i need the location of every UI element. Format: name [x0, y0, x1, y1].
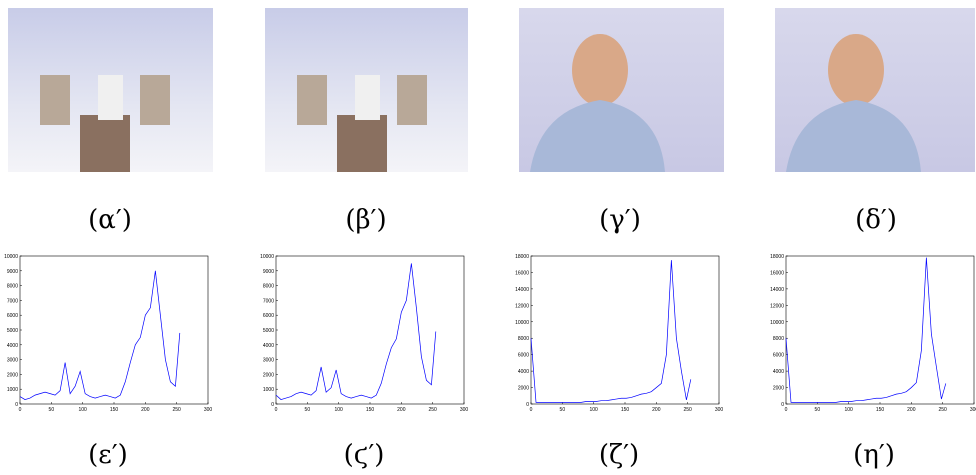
x-tick-label: 250	[172, 407, 181, 413]
y-tick-label: 4000	[773, 369, 784, 375]
photo	[775, 8, 975, 172]
y-tick-label: 8000	[7, 284, 18, 290]
y-tick-label: 3000	[7, 358, 18, 364]
x-tick-label: 50	[815, 407, 821, 413]
y-tick-label: 5000	[263, 328, 274, 334]
y-tick-label: 1000	[7, 387, 18, 393]
x-tick-label: 300	[204, 407, 213, 413]
y-tick-label: 10000	[4, 254, 18, 260]
photo	[8, 8, 213, 172]
y-tick-label: 9000	[263, 269, 274, 275]
x-tick-label: 300	[715, 407, 724, 413]
x-tick-label: 50	[560, 407, 566, 413]
x-tick-label: 200	[141, 407, 150, 413]
x-tick-label: 150	[366, 407, 375, 413]
plot-frame	[785, 255, 975, 405]
y-tick-label: 6000	[263, 313, 274, 319]
y-tick-label: 3000	[263, 358, 274, 364]
y-tick-label: 16000	[770, 270, 784, 276]
y-tick-label: 6000	[518, 353, 529, 359]
y-tick-label: 10000	[770, 320, 784, 326]
x-tick-label: 150	[621, 407, 630, 413]
x-tick-label: 50	[305, 407, 311, 413]
plot-frame	[19, 255, 209, 405]
y-tick-label: 7000	[263, 298, 274, 304]
y-tick-label: 14000	[770, 287, 784, 293]
photo	[265, 8, 468, 172]
x-tick-label: 150	[876, 407, 885, 413]
plot-frame	[530, 255, 720, 405]
y-tick-label: 0	[271, 402, 274, 408]
x-tick-label: 0	[19, 407, 22, 413]
caption: (ε′)	[88, 440, 128, 470]
y-tick-label: 0	[15, 402, 18, 408]
y-tick-label: 0	[526, 402, 529, 408]
y-tick-label: 16000	[515, 270, 529, 276]
x-tick-label: 200	[397, 407, 406, 413]
y-tick-label: 10000	[260, 254, 274, 260]
y-tick-label: 2000	[773, 386, 784, 392]
y-tick-label: 8000	[518, 336, 529, 342]
y-tick-label: 6000	[773, 353, 784, 359]
y-tick-label: 7000	[7, 298, 18, 304]
x-tick-label: 250	[683, 407, 692, 413]
caption: (β′)	[345, 205, 386, 235]
x-tick-label: 250	[938, 407, 947, 413]
x-tick-label: 300	[460, 407, 469, 413]
y-tick-label: 6000	[7, 313, 18, 319]
y-tick-label: 8000	[773, 336, 784, 342]
x-tick-label: 150	[110, 407, 119, 413]
plot-frame	[275, 255, 465, 405]
x-tick-label: 100	[844, 407, 853, 413]
y-tick-label: 9000	[7, 269, 18, 275]
y-tick-label: 0	[781, 402, 784, 408]
caption: (α′)	[88, 205, 132, 235]
y-tick-label: 12000	[515, 303, 529, 309]
caption: (δ′)	[855, 205, 897, 235]
y-tick-label: 14000	[515, 287, 529, 293]
y-tick-label: 2000	[518, 386, 529, 392]
data-line	[785, 257, 947, 403]
x-tick-label: 200	[907, 407, 916, 413]
y-tick-label: 12000	[770, 303, 784, 309]
x-tick-label: 0	[785, 407, 788, 413]
x-tick-label: 50	[49, 407, 55, 413]
y-tick-label: 4000	[263, 343, 274, 349]
y-tick-label: 4000	[7, 343, 18, 349]
y-tick-label: 2000	[263, 372, 274, 378]
x-tick-label: 250	[428, 407, 437, 413]
x-tick-label: 0	[275, 407, 278, 413]
x-tick-label: 300	[970, 407, 976, 413]
y-tick-label: 2000	[7, 372, 18, 378]
x-tick-label: 100	[334, 407, 343, 413]
caption: (η′)	[853, 440, 895, 470]
x-tick-label: 100	[589, 407, 598, 413]
y-tick-label: 8000	[263, 284, 274, 290]
caption: (ζ′)	[599, 440, 639, 470]
data-line	[530, 260, 692, 403]
y-tick-label: 5000	[7, 328, 18, 334]
photo	[519, 8, 724, 172]
caption: (ϛ′)	[344, 440, 385, 470]
y-tick-label: 10000	[515, 320, 529, 326]
data-line	[19, 270, 181, 400]
y-tick-label: 18000	[515, 254, 529, 260]
y-tick-label: 18000	[770, 254, 784, 260]
y-tick-label: 1000	[263, 387, 274, 393]
x-tick-label: 100	[78, 407, 87, 413]
y-tick-label: 4000	[518, 369, 529, 375]
caption: (γ′)	[599, 205, 641, 235]
data-line	[275, 263, 437, 400]
x-tick-label: 0	[530, 407, 533, 413]
x-tick-label: 200	[652, 407, 661, 413]
